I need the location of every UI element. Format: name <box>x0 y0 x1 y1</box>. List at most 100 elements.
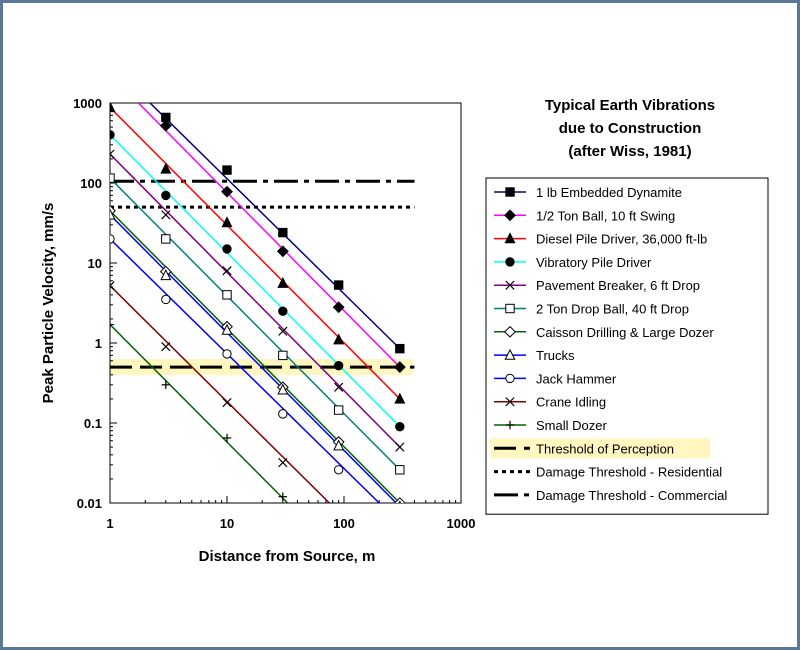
data-point <box>221 323 233 335</box>
data-point <box>222 244 232 254</box>
x-tick-label: 1 <box>106 516 113 531</box>
chart-title-line: due to Construction <box>559 120 702 137</box>
legend-label: Small Dozer <box>536 418 607 433</box>
plot-area: 1 10 100 1000 1000 100 10 1 0.1 0.01 <box>73 96 475 531</box>
legend-entry: Vibratory Pile Driver <box>494 255 652 270</box>
data-point <box>161 294 171 305</box>
series-line <box>110 324 289 503</box>
chart-title-line: (after Wiss, 1981) <box>568 143 691 160</box>
legend: 1 lb Embedded Dynamite 1/2 Ton Ball, 10 f… <box>485 177 769 515</box>
data-point <box>398 500 402 503</box>
legend-marker <box>505 187 515 197</box>
series-line <box>110 106 401 400</box>
legend-highlight <box>490 438 710 459</box>
data-point <box>277 276 289 288</box>
legend-label: Damage Threshold - Residential <box>536 465 722 480</box>
data-point <box>110 173 115 183</box>
legend-entry: Trucks <box>494 348 575 363</box>
data-point <box>161 190 171 201</box>
y-tick-label: 100 <box>80 176 102 191</box>
legend-label: Jack Hammer <box>536 371 617 386</box>
data-point <box>276 245 289 258</box>
legend-marker <box>505 303 515 314</box>
y-tick-label: 10 <box>88 256 102 271</box>
data-point <box>395 465 405 475</box>
legend-entry: Small Dozer <box>494 418 607 433</box>
legend-label: Diesel Pile Driver, 36,000 ft-lb <box>536 232 707 247</box>
data-point <box>395 442 405 452</box>
y-axis-label: Peak Particle Velocity, mm/s <box>40 203 57 404</box>
legend-label: Trucks <box>536 348 575 363</box>
x-tick-label: 10 <box>220 516 234 531</box>
data-point <box>395 421 405 432</box>
chart-title-line: Typical Earth Vibrations <box>545 97 715 114</box>
data-point <box>110 149 115 159</box>
data-point <box>222 349 232 359</box>
series-line <box>149 103 401 350</box>
legend-entry: Damage Threshold - Residential <box>494 465 722 480</box>
data-point <box>278 409 288 419</box>
data-point <box>222 266 232 276</box>
data-point <box>333 439 345 451</box>
series-line <box>110 285 330 503</box>
legend-label: Vibratory Pile Driver <box>536 255 652 270</box>
data-point <box>278 306 288 316</box>
data-point <box>110 234 115 244</box>
data-point <box>222 165 232 175</box>
data-point <box>161 210 171 220</box>
legend-entry: 1 lb Embedded Dynamite <box>494 185 682 200</box>
data-point <box>222 397 232 408</box>
y-tick-label: 1000 <box>73 96 102 111</box>
legend-marker <box>505 257 515 267</box>
data-point <box>110 320 115 329</box>
legend-entry: Diesel Pile Driver, 36,000 ft-lb <box>494 232 707 247</box>
legend-label: Threshold of Perception <box>536 441 674 456</box>
series-line <box>137 103 401 368</box>
legend-label: 1 lb Embedded Dynamite <box>536 185 682 200</box>
data-point <box>278 227 288 238</box>
legend-entry: 2 Ton Drop Ball, 40 ft Drop <box>494 302 689 317</box>
legend-entry: Crane Idling <box>494 395 606 410</box>
x-axis-label: Distance from Source, m <box>199 548 376 565</box>
data-point <box>110 208 116 220</box>
data-point <box>110 103 116 113</box>
data-point <box>277 383 289 395</box>
data-point <box>334 382 344 392</box>
legend-marker <box>504 232 516 244</box>
legend-marker <box>505 420 515 430</box>
data-point <box>159 119 172 132</box>
data-point <box>278 492 288 501</box>
data-point <box>110 281 115 291</box>
legend-label: 1/2 Ton Ball, 10 ft Swing <box>536 208 675 223</box>
series-line <box>110 134 401 428</box>
legend-marker <box>505 280 515 290</box>
x-tick-label: 100 <box>333 516 355 531</box>
legend-marker <box>504 348 516 360</box>
data-point <box>395 343 405 354</box>
data-layer <box>110 103 415 503</box>
legend-entry: Caisson Drilling & Large Dozer <box>494 325 714 340</box>
data-point <box>333 280 344 290</box>
legend-entry: Damage Threshold - Commercial <box>494 488 727 503</box>
legend-entry: 1/2 Ton Ball, 10 ft Swing <box>494 208 675 223</box>
data-point <box>278 457 288 468</box>
legend-entry: Jack Hammer <box>494 371 617 386</box>
data-point <box>333 333 345 345</box>
legend-entry: Pavement Breaker, 6 ft Drop <box>494 278 700 293</box>
legend-label: Crane Idling <box>536 395 606 410</box>
legend-marker <box>504 325 516 338</box>
series-line <box>110 238 380 503</box>
series-line <box>110 153 401 448</box>
legend-marker <box>505 397 515 407</box>
series-line <box>110 214 398 503</box>
data-point <box>161 380 171 390</box>
data-point <box>221 185 233 198</box>
legend-entry: Threshold of Perception <box>490 438 710 459</box>
data-point <box>393 361 406 373</box>
data-point <box>222 290 232 300</box>
data-point <box>333 465 344 475</box>
data-point <box>332 301 345 314</box>
data-point <box>222 433 232 443</box>
data-point <box>160 162 172 174</box>
